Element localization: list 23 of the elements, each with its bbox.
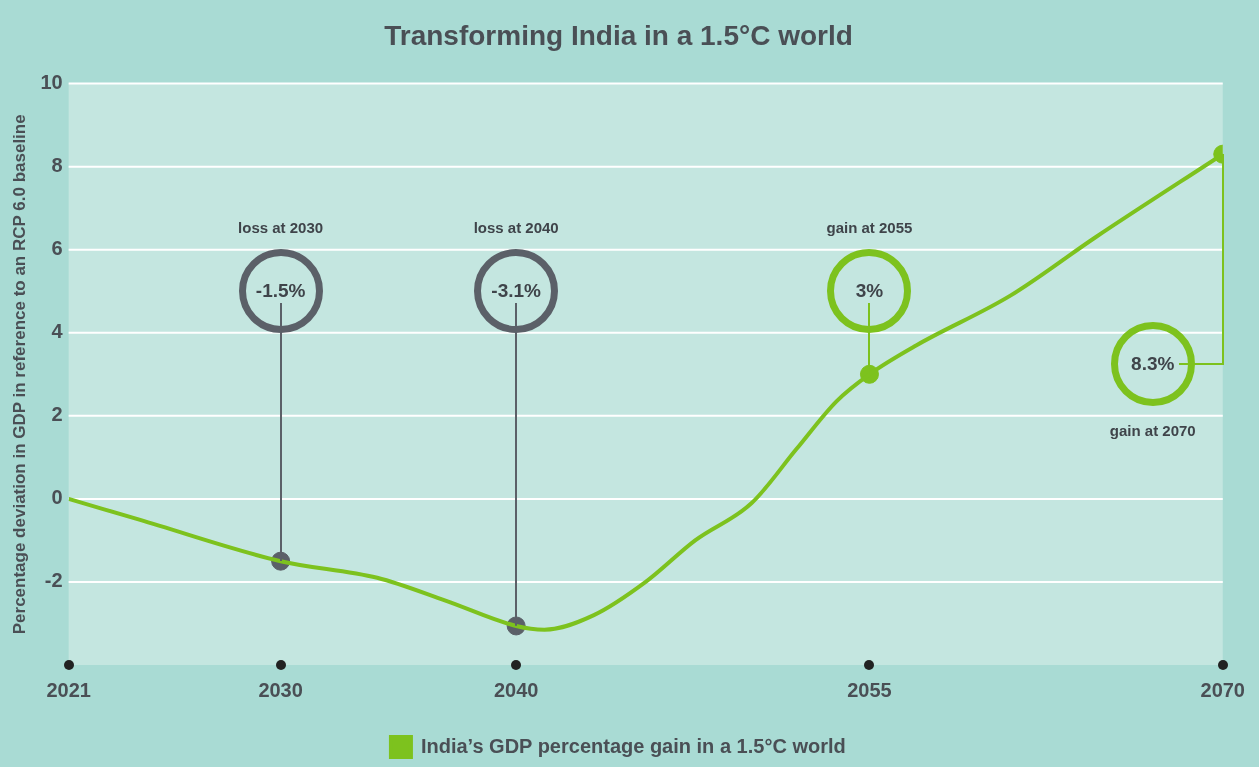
annotation: -1.5%: [255, 280, 306, 303]
x-tick-label: 2070: [1200, 678, 1245, 701]
x-tick-label: 2030: [258, 678, 303, 701]
x-tick-label: 2040: [493, 678, 539, 701]
y-tick-label: 10: [40, 71, 63, 94]
annotation: 8.3%: [1131, 353, 1175, 376]
annotation: 3%: [855, 280, 884, 303]
legend-label: India’s GDP percentage gain in a 1.5°C world: [420, 734, 846, 757]
y-tick-label: -2: [44, 569, 63, 592]
y-tick-label: 2: [51, 403, 63, 426]
annotation: -3.1%: [491, 280, 541, 303]
x-tick-label: 2021: [46, 678, 91, 701]
y-tick-label: 6: [51, 237, 63, 260]
y-tick-label: 4: [51, 320, 64, 343]
annotation: gain at 2055: [826, 218, 913, 236]
x-tick-label: 2055: [847, 678, 892, 701]
chart-title: Transforming India in a 1.5°C world: [384, 19, 853, 51]
annotation: loss at 2040: [473, 218, 559, 236]
y-tick-label: 8: [51, 154, 63, 177]
y-axis-title: Percentage deviation in GDP in reference to an RCP 6.0 baseline: [9, 114, 29, 635]
annotation: gain at 2070: [1109, 421, 1196, 439]
annotation: loss at 2030: [238, 218, 324, 236]
y-tick-label: 0: [51, 486, 63, 509]
